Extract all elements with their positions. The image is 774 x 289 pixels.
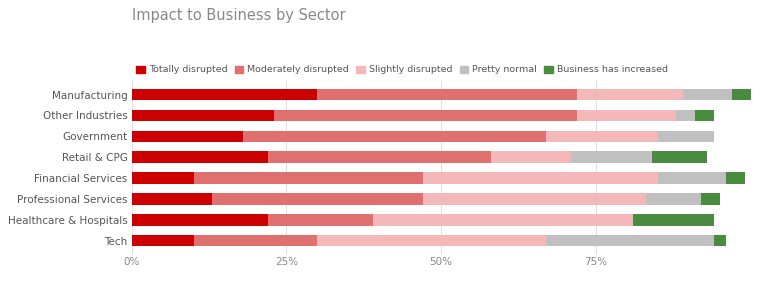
- Bar: [212, 193, 423, 205]
- Bar: [132, 131, 243, 142]
- Bar: [423, 172, 658, 184]
- Bar: [243, 131, 546, 142]
- Bar: [132, 151, 268, 163]
- Bar: [658, 131, 714, 142]
- Bar: [317, 235, 546, 247]
- Bar: [194, 235, 317, 247]
- Bar: [132, 193, 212, 205]
- Bar: [633, 214, 714, 225]
- Bar: [546, 235, 714, 247]
- Bar: [423, 193, 646, 205]
- Bar: [194, 172, 423, 184]
- Bar: [132, 235, 194, 247]
- Bar: [132, 89, 317, 100]
- Bar: [132, 214, 268, 225]
- Bar: [132, 110, 274, 121]
- Bar: [373, 214, 633, 225]
- Bar: [658, 172, 726, 184]
- Legend: Totally disrupted, Moderately disrupted, Slightly disrupted, Pretty normal, Busi: Totally disrupted, Moderately disrupted,…: [136, 66, 667, 75]
- Bar: [714, 235, 726, 247]
- Bar: [317, 89, 577, 100]
- Bar: [491, 151, 571, 163]
- Bar: [268, 151, 491, 163]
- Bar: [676, 110, 695, 121]
- Bar: [546, 131, 658, 142]
- Bar: [571, 151, 652, 163]
- Bar: [652, 151, 707, 163]
- Bar: [732, 89, 751, 100]
- Bar: [726, 172, 745, 184]
- Bar: [701, 193, 720, 205]
- Text: Impact to Business by Sector: Impact to Business by Sector: [132, 8, 345, 23]
- Bar: [695, 110, 714, 121]
- Bar: [132, 172, 194, 184]
- Bar: [577, 89, 683, 100]
- Bar: [274, 110, 577, 121]
- Bar: [268, 214, 373, 225]
- Bar: [577, 110, 676, 121]
- Bar: [683, 89, 732, 100]
- Bar: [646, 193, 701, 205]
